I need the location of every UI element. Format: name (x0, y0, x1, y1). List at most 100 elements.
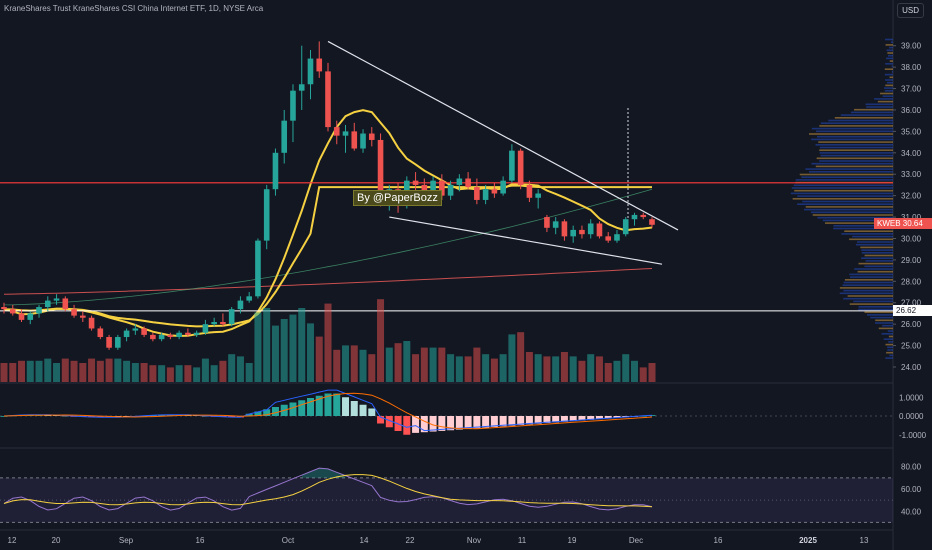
candle-body (185, 332, 191, 335)
volume-profile-bar (849, 238, 893, 241)
macd-histogram-bar (289, 402, 297, 416)
candle-body (281, 120, 288, 153)
volume-profile-bar (889, 76, 893, 79)
volume-profile-bar (839, 292, 893, 295)
macd-histogram-bar (490, 416, 498, 427)
volume-profile-bar (810, 211, 893, 214)
x-tick-label: 11 (518, 536, 527, 545)
price-tick-label: 30.00 (901, 234, 922, 243)
volume-profile-bar (881, 333, 893, 335)
volume-bar (158, 365, 166, 382)
macd-histogram-bar (595, 416, 603, 420)
volume-bar (280, 319, 288, 382)
volume-bar (245, 363, 253, 382)
x-tick-label: Sep (119, 536, 134, 545)
volume-profile-bar (833, 225, 893, 227)
price-tick-label: 37.00 (901, 85, 922, 94)
x-tick-label: Oct (282, 536, 295, 545)
candle-body (526, 184, 533, 198)
volume-profile-bar (805, 206, 893, 208)
currency-button[interactable]: USD (897, 3, 924, 18)
ma-fast-line (3, 109, 653, 337)
macd-histogram-bar (482, 416, 490, 428)
volume-bar (385, 347, 393, 382)
candle-body (255, 240, 261, 297)
volume-profile-bar (842, 284, 893, 286)
volume-bar (473, 347, 481, 382)
macd-histogram-bar (298, 400, 306, 416)
candle-body (561, 221, 568, 237)
candle-body (316, 58, 323, 72)
rsi-band (0, 477, 893, 523)
candle-body (447, 184, 454, 196)
volume-profile-bar (864, 254, 893, 257)
macd-histogram-bar (464, 416, 472, 429)
ticker-label: KWEB (877, 218, 901, 228)
macd-histogram-bar (438, 416, 446, 431)
volume-profile-bar (885, 357, 893, 359)
price-tick-label: 38.00 (901, 63, 922, 72)
candle-body (649, 219, 655, 225)
volume-profile-bar (888, 335, 893, 338)
volume-profile-bar (885, 84, 893, 87)
chart-title: KraneShares Trust KraneShares CSI China … (4, 4, 264, 13)
volume-profile-bar (839, 287, 893, 289)
volume-bar (114, 358, 122, 382)
candle-body (325, 71, 331, 128)
volume-profile-bar (843, 281, 893, 284)
volume-profile-bar (822, 219, 893, 222)
volume-profile-bar (875, 322, 893, 324)
macd-histogram-bar (499, 416, 507, 427)
candle-body (342, 131, 349, 136)
candle-body (360, 133, 366, 149)
ma-slow-line (3, 184, 652, 328)
volume-bar (543, 356, 551, 382)
volume-profile-bar (819, 152, 893, 154)
volume-profile-bar (887, 81, 893, 84)
candle-body (246, 296, 252, 301)
candle-body (62, 298, 69, 310)
candle-body (97, 328, 104, 338)
volume-profile-bar (815, 144, 893, 146)
volume-profile-bar (858, 306, 893, 308)
macd-histogram-bar (377, 416, 385, 424)
macd-histogram-bar (604, 416, 612, 419)
volume-profile-bar (887, 349, 893, 351)
candle-body (211, 322, 217, 325)
candle-body (9, 309, 16, 314)
volume-profile-bar (820, 154, 893, 157)
price-tick-label: 24.00 (901, 363, 922, 372)
volume-bar (44, 358, 52, 382)
macd-histogram-bar (578, 416, 586, 421)
volume-bar (342, 345, 350, 382)
macd-histogram-bar (429, 416, 437, 432)
volume-profile-bar (816, 157, 893, 160)
candle-body (377, 139, 384, 196)
volume-bar (394, 343, 402, 382)
volume-profile-bar (805, 168, 893, 170)
volume-profile-bar (877, 100, 893, 103)
candle-body (176, 332, 182, 338)
volume-bar (324, 303, 332, 382)
volume-profile-bar (817, 216, 893, 219)
volume-bar (622, 354, 630, 382)
candle-body (88, 317, 95, 329)
candle-body (535, 193, 541, 198)
candle-body (474, 187, 480, 200)
volume-bar (149, 365, 157, 382)
volume-profile-bar (792, 198, 893, 200)
volume-profile-bar (858, 262, 893, 265)
candle-body (579, 229, 585, 235)
candle-body (80, 315, 86, 318)
volume-bar (61, 358, 69, 382)
volume-bar (184, 365, 192, 382)
macd-histogram-bar (333, 393, 341, 416)
price-tick-label: 39.00 (901, 42, 922, 51)
price-tick-label: 27.00 (901, 299, 922, 308)
macd-histogram-bar (263, 409, 271, 416)
macd-histogram-bar (534, 416, 542, 424)
price-tick-label: 25.00 (901, 342, 922, 351)
volume-profile-bar (885, 44, 893, 46)
volume-profile-bar (812, 214, 893, 216)
